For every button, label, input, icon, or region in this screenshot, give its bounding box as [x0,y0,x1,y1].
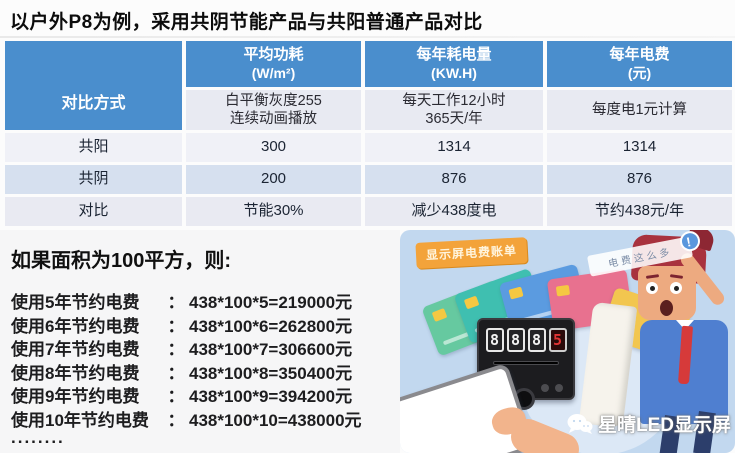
cell-compare-cost: 节约438元/年 [547,197,732,226]
savings-lines: 使用5年节约电费 ： 438*100*5=219000元 使用6年节约电费 ： … [11,288,362,430]
comparison-table: 对比方式 平均功耗 (W/m²) 每年耗电量 (KW.H) 每年电费 (元) 白… [5,41,732,226]
condition-consumption-line2: 365天/年 [425,111,483,127]
cartoon-man-face [638,266,696,320]
savings-heading: 如果面积为100平方，则: [11,250,232,272]
shirt-collar [676,320,694,330]
savings-formula: 438*100*9=394200元 [189,387,353,406]
savings-formula: 438*100*7=306600元 [189,340,353,359]
meter-digit-red: 5 [548,328,567,352]
red-tie [677,325,694,385]
shocked-mouth [660,300,673,316]
row-label-gongyang: 共阳 [5,133,182,162]
bill-illustration: 8 8 8 5 显示屏电费账单 电费这么多 ! [400,230,735,453]
cartoon-man-body [640,320,728,424]
colon: ： [167,410,185,430]
cell-gongyin-consumption: 876 [365,165,543,194]
savings-label: 使用8年节约电费 [11,363,140,383]
wechat-icon [567,413,593,434]
cell-gongyin-cost: 876 [547,165,732,194]
condition-power-line1: 白平衡灰度255 [225,92,322,109]
ellipsis: ........ [11,428,65,447]
colon: ： [167,293,185,312]
cell-compare-consumption: 减少438度电 [365,197,543,226]
savings-formula: 438*100*5=219000元 [189,293,353,312]
condition-consumption: 每天工作12小时 365天/年 [365,90,543,130]
row-label-gongyin: 共阴 [5,165,182,194]
colon: ： [167,387,185,406]
title-divider [0,36,735,38]
column-header-consumption-title: 每年耗电量 [416,45,492,63]
eye [670,282,682,294]
savings-line-10y: 使用10年节约电费 ： 438*100*10=438000元 [11,406,362,430]
condition-cost-line1: 每度电1元计算 [591,101,688,118]
savings-formula: 438*100*10=438000元 [189,410,362,430]
meter-digits: 8 8 8 5 [479,328,573,352]
cell-gongyang-consumption: 1314 [365,133,543,162]
column-header-cost-title: 每年电费 [609,45,670,63]
page-title: 以户外P8为例，采用共阴节能产品与共阳普通产品对比 [10,12,483,33]
eyebrow [645,274,660,279]
column-header-consumption: 每年耗电量 (KW.H) [365,41,543,87]
card-chip-icon [431,308,448,322]
meter-digit: 8 [506,328,525,352]
meter-knob [541,384,549,392]
cell-gongyin-power: 200 [186,165,361,194]
savings-label: 使用5年节约电费 [11,293,140,312]
savings-label: 使用9年节约电费 [11,387,140,406]
condition-power: 白平衡灰度255 连续动画播放 [186,90,361,130]
row-label-compare: 对比 [5,197,182,226]
meter-knob [555,384,563,392]
cell-gongyang-cost: 1314 [547,133,732,162]
column-header-cost: 每年电费 (元) [547,41,732,87]
table-corner-header: 对比方式 [5,41,182,130]
colon: ： [167,340,185,359]
savings-line-5y: 使用5年节约电费 ： 438*100*5=219000元 [11,288,362,312]
savings-line-9y: 使用9年节约电费 ： 438*100*9=394200元 [11,382,362,406]
savings-line-8y: 使用8年节约电费 ： 438*100*8=350400元 [11,359,362,383]
savings-formula: 438*100*8=350400元 [189,363,353,383]
eyebrow [669,274,684,279]
column-header-consumption-unit: (KW.H) [431,64,477,81]
colon: ： [167,316,185,336]
column-header-power-unit: (W/m²) [251,64,296,81]
meter-slot [493,361,559,365]
savings-line-6y: 使用6年节约电费 ： 438*100*6=262800元 [11,312,362,336]
savings-section: 如果面积为100平方，则: 使用5年节约电费 ： 438*100*5=21900… [0,230,400,453]
column-header-cost-unit: (元) [627,64,652,81]
card-chip-icon [463,295,480,310]
savings-label: 使用6年节约电费 [11,316,140,336]
cell-compare-power: 节能30% [186,197,361,226]
cell-gongyang-power: 300 [186,133,361,162]
savings-line-7y: 使用7年节约电费 ： 438*100*7=306600元 [11,335,362,359]
condition-consumption-line1: 每天工作12小时 [402,92,506,109]
card-chip-icon [555,284,571,297]
eye [646,282,658,294]
card-chip-icon [508,286,524,300]
brand-watermark: 星晴LED显示屏 [567,410,731,437]
column-header-power: 平均功耗 (W/m²) [186,41,361,87]
colon: ： [167,363,185,383]
savings-label: 使用7年节约电费 [11,340,140,359]
condition-power-line2: 连续动画播放 [230,111,317,127]
column-header-power-title: 平均功耗 [243,45,304,63]
bill-tag-label: 显示屏电费账单 [415,237,528,269]
meter-digit: 8 [485,328,504,352]
condition-cost: 每度电1元计算 [547,90,732,130]
savings-label: 使用10年节约电费 [11,410,149,430]
savings-formula: 438*100*6=262800元 [189,316,353,336]
meter-digit: 8 [527,328,546,352]
brand-name: 星晴LED显示屏 [597,415,731,436]
